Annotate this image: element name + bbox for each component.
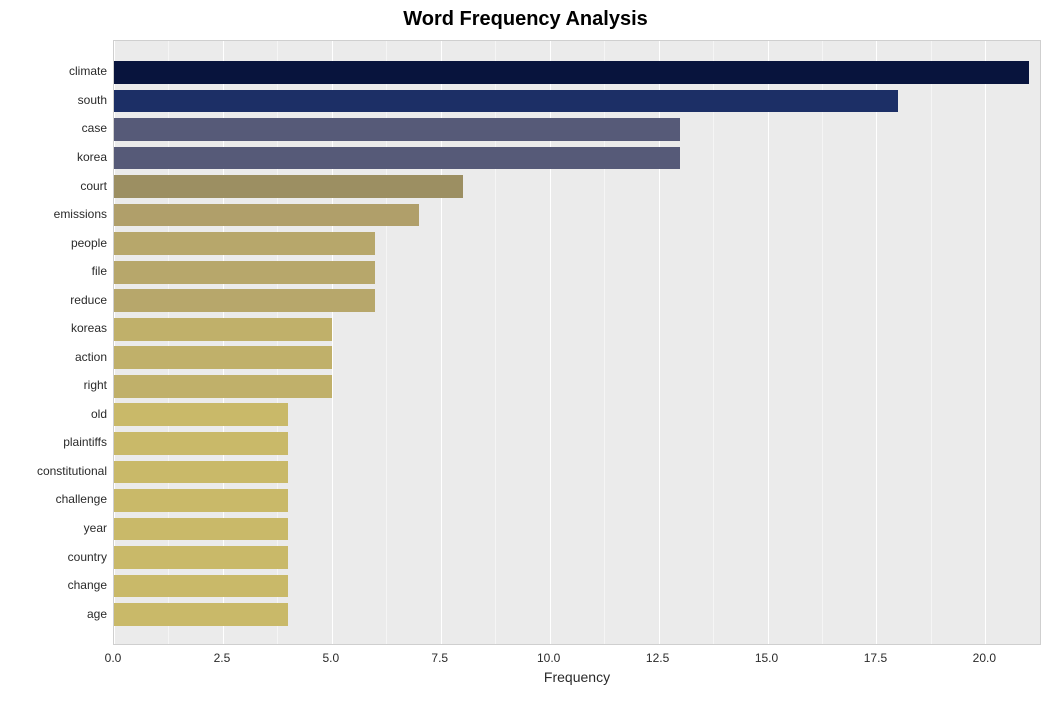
y-axis-label: korea [77,150,107,164]
bar-row [114,318,1040,341]
y-axis-label: right [84,378,107,392]
x-tick-label: 12.5 [646,651,669,665]
bar [114,575,288,598]
y-axis-label: court [80,179,107,193]
y-axis-label: emissions [54,207,107,221]
bar-row [114,461,1040,484]
bar [114,118,680,141]
y-axis-label: plaintiffs [63,435,107,449]
x-tick-label: 5.0 [322,651,339,665]
y-axis-label: old [91,407,107,421]
x-tick-label: 0.0 [105,651,122,665]
y-axis-label: case [82,121,107,135]
bar [114,603,288,626]
bar [114,175,463,198]
bar [114,232,375,255]
chart-container: Word Frequency Analysis Frequency climat… [0,0,1051,701]
bar-row [114,489,1040,512]
x-tick-label: 17.5 [864,651,887,665]
bar-row [114,346,1040,369]
bar [114,90,898,113]
chart-title: Word Frequency Analysis [0,8,1051,31]
y-axis-label: action [75,350,107,364]
bar [114,403,288,426]
bar [114,346,332,369]
y-axis-label: climate [69,64,107,78]
bar-row [114,118,1040,141]
bar-row [114,375,1040,398]
bar [114,318,332,341]
bar [114,546,288,569]
x-tick-label: 7.5 [431,651,448,665]
x-axis-title: Frequency [113,669,1041,685]
y-axis-label: koreas [71,321,107,335]
y-axis-label: people [71,236,107,250]
bar [114,375,332,398]
bar-row [114,175,1040,198]
y-axis-label: age [87,607,107,621]
bar [114,432,288,455]
y-axis-label: change [68,578,107,592]
bar [114,261,375,284]
y-axis-label: constitutional [37,464,107,478]
y-axis-label: reduce [70,293,107,307]
bar [114,289,375,312]
bar [114,489,288,512]
bar-row [114,432,1040,455]
bar-row [114,147,1040,170]
bar [114,147,680,170]
plot-area [113,40,1041,645]
bar [114,204,419,227]
bar-row [114,204,1040,227]
y-axis-label: year [84,521,107,535]
bar [114,518,288,541]
bar [114,61,1029,84]
bar-row [114,289,1040,312]
y-axis-label: country [68,550,107,564]
bar-row [114,603,1040,626]
bar-row [114,232,1040,255]
y-axis-label: challenge [56,492,107,506]
x-tick-label: 20.0 [973,651,996,665]
bar [114,461,288,484]
bar-row [114,61,1040,84]
bar-row [114,403,1040,426]
x-tick-label: 2.5 [214,651,231,665]
bar-row [114,546,1040,569]
bar-row [114,518,1040,541]
y-axis-label: south [78,93,107,107]
bar-row [114,90,1040,113]
x-tick-label: 10.0 [537,651,560,665]
bar-row [114,261,1040,284]
bar-row [114,575,1040,598]
x-tick-label: 15.0 [755,651,778,665]
y-axis-label: file [92,264,107,278]
